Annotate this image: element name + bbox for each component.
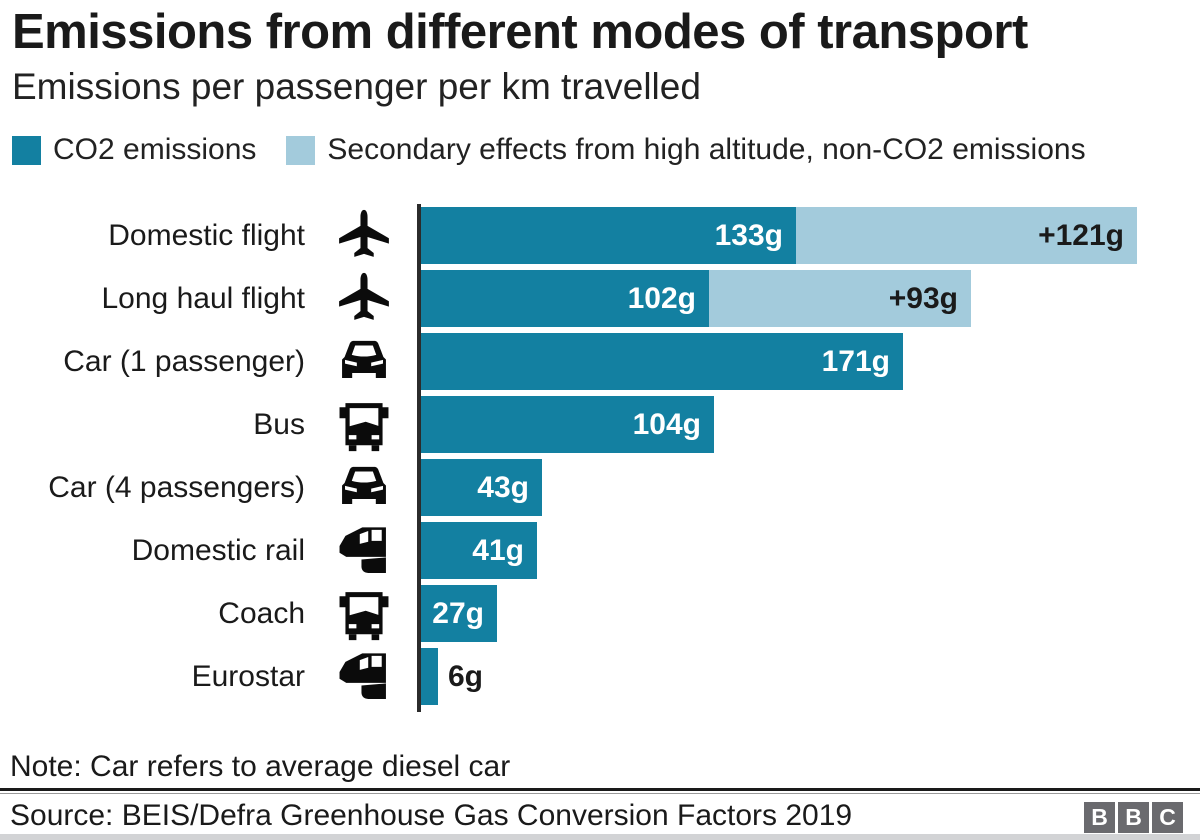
row-label: Long haul flight: [101, 281, 306, 315]
row-label: Bus: [253, 407, 305, 441]
secondary-bar-segment: +93g: [709, 270, 971, 327]
co2-value-label: 133g: [714, 218, 783, 252]
co2-bar-segment: 133g: [421, 207, 796, 264]
car-icon: [336, 335, 392, 389]
plane-icon: [336, 209, 392, 263]
secondary-value-label: +121g: [1038, 218, 1124, 252]
bar-chart: Domestic flight 133g +121g Long haul fli…: [0, 204, 1200, 712]
chart-row: Coach 27g: [0, 582, 1200, 645]
co2-bar-segment: 102g: [421, 270, 709, 327]
co2-value-label: 41g: [472, 533, 524, 567]
co2-value-label-outside: 6g: [448, 659, 484, 693]
chart-rows: Domestic flight 133g +121g Long haul fli…: [0, 204, 1200, 708]
plane-icon: [336, 272, 392, 326]
co2-bar-segment: 41g: [421, 522, 537, 579]
train-icon: [336, 650, 392, 704]
legend: CO2 emissions Secondary effects from hig…: [12, 133, 1086, 167]
row-label: Car (4 passengers): [48, 470, 305, 504]
co2-value-label: 27g: [432, 596, 484, 630]
bar-track: 104g: [421, 396, 714, 453]
bbc-logo: B B C: [1084, 802, 1183, 833]
legend-item-secondary: Secondary effects from high altitude, no…: [286, 133, 1086, 167]
chart-row: Domestic flight 133g +121g: [0, 204, 1200, 267]
secondary-bar-segment: +121g: [796, 207, 1137, 264]
co2-value-label: 171g: [821, 344, 890, 378]
co2-value-label: 104g: [632, 407, 701, 441]
bbc-logo-block-c: C: [1152, 802, 1183, 833]
chart-note: Note: Car refers to average diesel car: [10, 750, 511, 783]
legend-item-co2: CO2 emissions: [12, 133, 256, 167]
co2-bar-segment: 43g: [421, 459, 542, 516]
bar-track: 27g: [421, 585, 497, 642]
chart-row: Bus 104g: [0, 393, 1200, 456]
row-label: Coach: [218, 596, 305, 630]
row-label: Eurostar: [191, 659, 305, 693]
y-axis-line: [417, 204, 421, 712]
chart-row: Long haul flight 102g +93g: [0, 267, 1200, 330]
bottom-edge-strip: [0, 834, 1200, 840]
bus-icon: [336, 398, 392, 452]
bar-track: 41g: [421, 522, 537, 579]
footer-divider-shadow: [0, 793, 1200, 794]
bar-track: 102g +93g: [421, 270, 971, 327]
page-title: Emissions from different modes of transp…: [12, 5, 1028, 59]
car-icon: [336, 461, 392, 515]
co2-swatch-icon: [12, 135, 41, 165]
bar-track: 133g +121g: [421, 207, 1137, 264]
legend-label-co2: CO2 emissions: [53, 133, 257, 166]
bar-track: 171g: [421, 333, 903, 390]
co2-bar-segment: 27g: [421, 585, 497, 642]
bar-track: 6g: [421, 648, 483, 705]
co2-bar-segment: 171g: [421, 333, 903, 390]
row-label: Domestic rail: [131, 533, 305, 567]
co2-bar-segment: [421, 648, 438, 705]
row-label: Car (1 passenger): [63, 344, 305, 378]
chart-row: Car (4 passengers) 43g: [0, 456, 1200, 519]
row-label: Domestic flight: [108, 218, 305, 252]
co2-value-label: 43g: [477, 470, 529, 504]
legend-label-secondary: Secondary effects from high altitude, no…: [327, 133, 1086, 166]
chart-row: Car (1 passenger) 171g: [0, 330, 1200, 393]
source-credit: Source: BEIS/Defra Greenhouse Gas Conver…: [10, 799, 853, 832]
bbc-logo-block-b1: B: [1084, 802, 1115, 833]
secondary-value-label: +93g: [888, 281, 958, 315]
footer-divider: [0, 788, 1200, 791]
co2-value-label: 102g: [627, 281, 696, 315]
chart-row: Domestic rail 41g: [0, 519, 1200, 582]
secondary-swatch-icon: [286, 135, 316, 165]
bus-icon: [336, 587, 392, 641]
train-icon: [336, 524, 392, 578]
bbc-logo-block-b2: B: [1118, 802, 1149, 833]
bar-track: 43g: [421, 459, 542, 516]
chart-row: Eurostar 6g: [0, 645, 1200, 708]
page-subtitle: Emissions per passenger per km travelled: [12, 66, 701, 107]
co2-bar-segment: 104g: [421, 396, 714, 453]
